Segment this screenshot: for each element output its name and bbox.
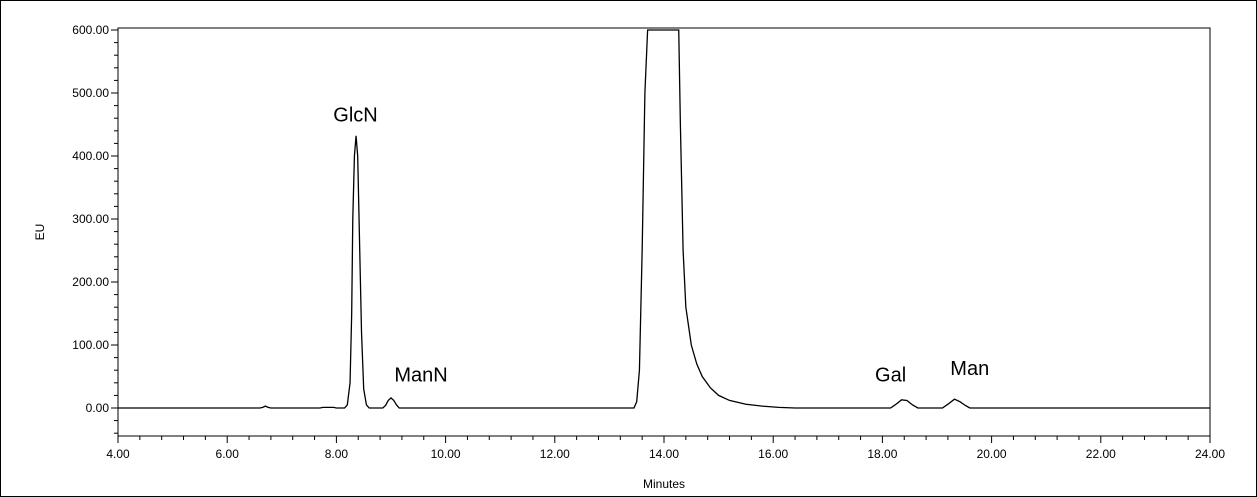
x-tick-label: 16.00	[758, 447, 788, 461]
y-tick-label: 100.00	[72, 338, 109, 352]
x-tick-label: 8.00	[325, 447, 349, 461]
x-tick-label: 18.00	[867, 447, 897, 461]
y-axis-title: EU	[33, 224, 47, 241]
y-tick-label: 500.00	[72, 86, 109, 100]
x-axis-ticks: 4.00 6.00 8.00 10.00 12.00 14.00 16.00 18.00 20.…	[106, 436, 1225, 461]
y-tick-label: 400.00	[72, 149, 109, 163]
peak-label-mann: ManN	[394, 365, 447, 387]
peak-label-man: Man	[950, 358, 989, 380]
peak-label-gal: Gal	[875, 365, 906, 387]
x-tick-label: 20.00	[977, 447, 1007, 461]
y-tick-label: 600.00	[72, 23, 109, 37]
peak-labels: GlcN ManN Gal Man	[333, 104, 989, 386]
y-tick-label: 200.00	[72, 275, 109, 289]
x-tick-label: 4.00	[106, 447, 130, 461]
x-tick-label: 14.00	[649, 447, 679, 461]
chromatogram-trace	[118, 29, 1210, 409]
x-tick-label: 24.00	[1195, 447, 1225, 461]
x-tick-label: 22.00	[1086, 447, 1116, 461]
plot-area	[117, 27, 1211, 437]
peak-label-glcn: GlcN	[333, 104, 377, 126]
y-tick-label: 0.00	[86, 401, 110, 415]
x-tick-label: 12.00	[540, 447, 570, 461]
y-tick-label: 300.00	[72, 212, 109, 226]
x-axis-title: Minutes	[643, 477, 685, 491]
x-tick-label: 10.00	[431, 447, 461, 461]
y-axis-ticks: 0.00 100.00 200.00 300.00 400.00 500.00 600.00	[72, 23, 118, 434]
x-tick-label: 6.00	[216, 447, 240, 461]
